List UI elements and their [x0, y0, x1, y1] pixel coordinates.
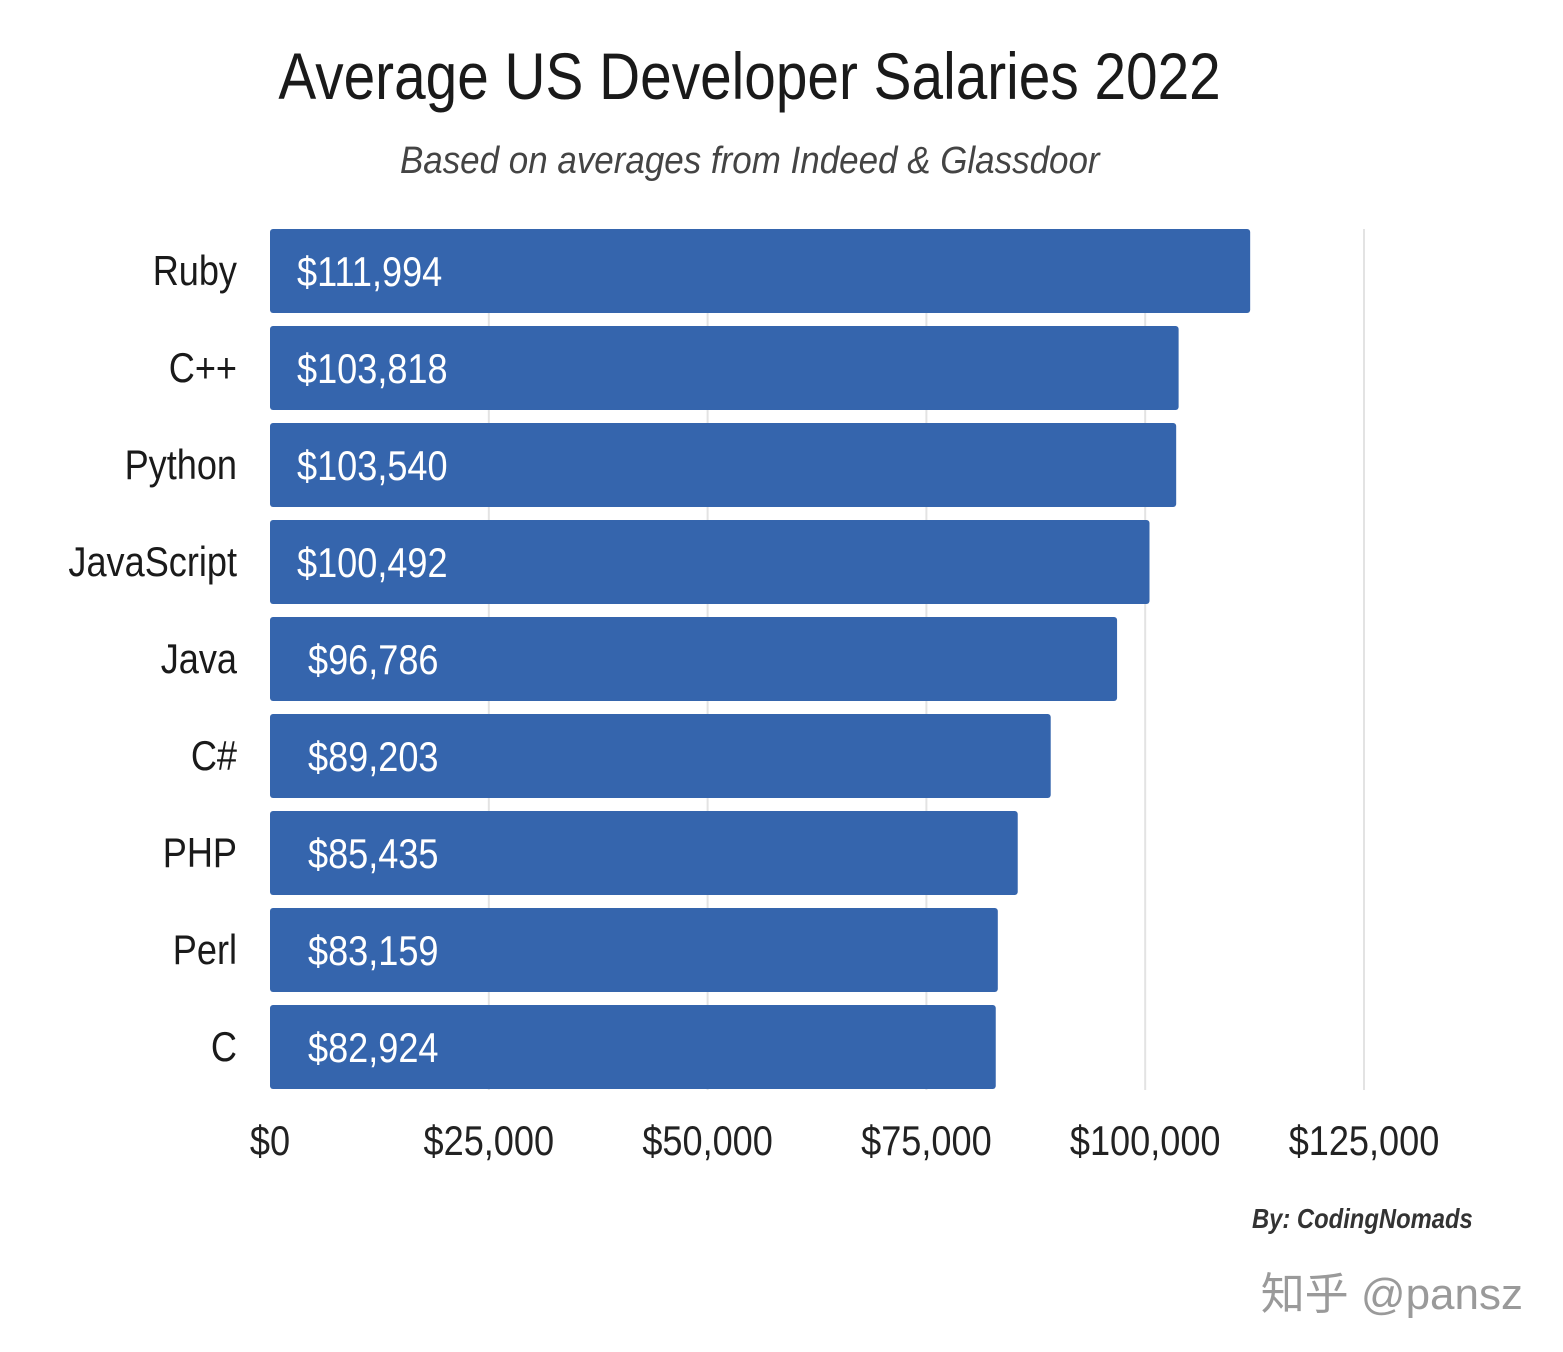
bar — [270, 908, 998, 992]
data-label: $83,159 — [308, 929, 439, 975]
category-label: C# — [191, 734, 237, 780]
category-label: C — [211, 1025, 237, 1071]
data-label: $85,435 — [308, 832, 439, 878]
chart-subtitle: Based on averages from Indeed & Glassdoo… — [399, 140, 1100, 182]
x-tick-label: $75,000 — [861, 1119, 992, 1165]
bar — [270, 423, 1177, 507]
chart-title: Average US Developer Salaries 2022 — [278, 39, 1221, 113]
category-label: Python — [125, 443, 237, 489]
x-tick-label: $125,000 — [1289, 1119, 1440, 1165]
category-label: C++ — [169, 346, 237, 392]
data-label: $82,924 — [308, 1026, 439, 1072]
watermark: 知乎 @pansz — [1260, 1270, 1523, 1319]
x-tick-label: $50,000 — [642, 1119, 773, 1165]
category-label: Java — [161, 637, 237, 683]
category-label: PHP — [163, 831, 237, 877]
data-label: $103,818 — [297, 347, 448, 393]
x-tick-label: $0 — [250, 1119, 290, 1165]
x-tick-label: $100,000 — [1070, 1119, 1221, 1165]
data-label: $100,492 — [297, 541, 448, 587]
data-label: $96,786 — [308, 638, 439, 684]
data-label: $103,540 — [297, 444, 448, 490]
credit-text: By: CodingNomads — [1252, 1203, 1473, 1234]
category-label: Perl — [173, 928, 237, 974]
category-label: Ruby — [153, 249, 238, 295]
data-label: $89,203 — [308, 735, 439, 781]
bar — [270, 520, 1150, 604]
data-label: $111,994 — [297, 250, 442, 296]
bar — [270, 326, 1179, 410]
bar — [270, 229, 1251, 313]
bar — [270, 714, 1051, 798]
bar — [270, 617, 1118, 701]
bar — [270, 1005, 996, 1089]
category-label: JavaScript — [68, 540, 237, 586]
x-tick-label: $25,000 — [424, 1119, 555, 1165]
bar — [270, 811, 1018, 895]
